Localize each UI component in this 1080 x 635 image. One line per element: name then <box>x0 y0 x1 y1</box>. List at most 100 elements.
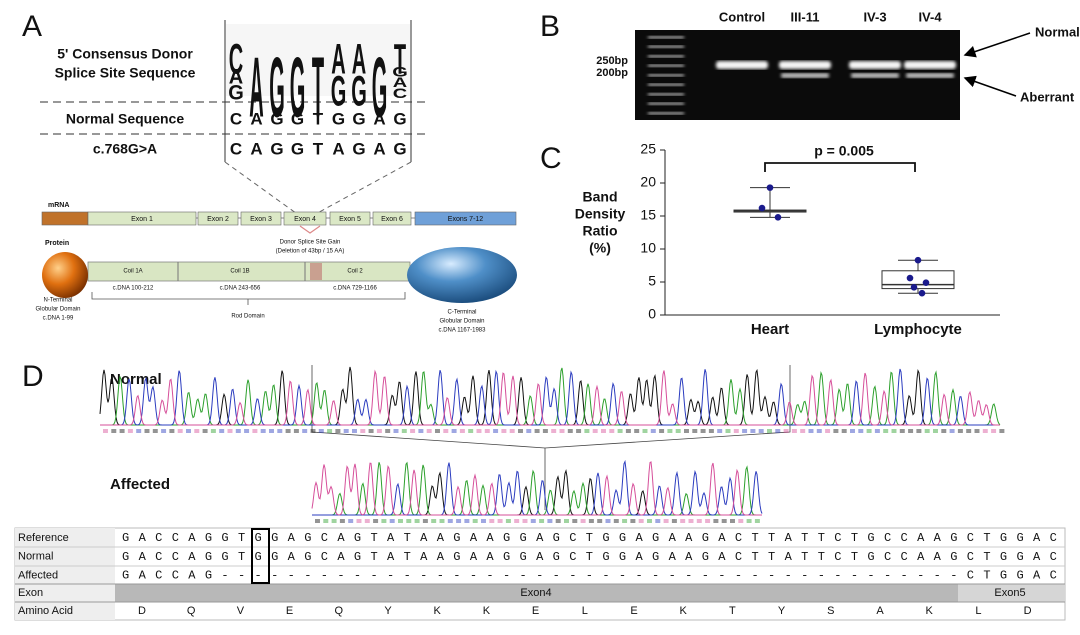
base-call-strip <box>219 429 225 433</box>
base-call-strip <box>302 429 308 433</box>
base-call-strip <box>547 519 553 523</box>
base-call-strip <box>426 429 432 433</box>
amino-acid: L <box>975 605 981 617</box>
significance-bracket <box>764 162 916 172</box>
base-call-strip <box>451 429 457 433</box>
base-call-strip <box>717 429 723 433</box>
base-call-strip <box>136 429 142 433</box>
y-axis-label: Density <box>575 206 626 222</box>
logo-letter-group: G <box>269 41 285 136</box>
label: Protein <box>45 240 69 247</box>
base-call-strip <box>443 429 449 433</box>
amino-acid: K <box>434 605 442 617</box>
base-call-strip <box>572 519 578 523</box>
logo-letter-group: G <box>372 41 388 136</box>
point <box>906 274 914 282</box>
label: c.DNA 100-212 <box>113 286 154 292</box>
base-call-strip <box>373 519 379 523</box>
base-call-strip <box>625 429 631 433</box>
ladder-band <box>648 93 684 96</box>
sequence: GACCAG----------------------------------… <box>122 569 1057 583</box>
base-call-strip <box>721 519 727 523</box>
base-call-strip <box>555 519 561 523</box>
base-call-strip <box>431 519 437 523</box>
y-axis-label: Band <box>583 189 618 205</box>
base-call-strip <box>924 429 930 433</box>
label: c.DNA 1167-1983 <box>439 328 487 334</box>
base-call-strip <box>376 429 382 433</box>
amino-acid: A <box>876 605 884 617</box>
base-call-strip <box>551 429 557 433</box>
base-call-strip <box>601 429 606 433</box>
row-label: Reference <box>18 532 69 544</box>
panel-label: D <box>22 360 44 393</box>
point <box>914 256 922 264</box>
base-call-strip <box>775 429 781 433</box>
base-call-strip <box>534 429 540 433</box>
amino-acid: K <box>926 605 934 617</box>
amino-acid: T <box>729 605 736 617</box>
annotation: p = 0.005 <box>814 143 874 159</box>
base-call-strip <box>235 429 241 433</box>
label: Rod Domain <box>231 314 264 320</box>
base-call-strip <box>456 519 462 523</box>
y-axis-label: Ratio <box>583 223 618 239</box>
base: G <box>291 139 304 158</box>
label: c.DNA 1-99 <box>43 316 74 322</box>
logo-box <box>226 24 410 96</box>
base-call-strip <box>389 519 395 523</box>
ladder-band <box>648 83 684 86</box>
base-call-strip <box>725 429 731 433</box>
base-call-strip <box>343 429 349 433</box>
base-call-strip <box>650 429 656 433</box>
base: G <box>393 139 406 158</box>
base-call-strip <box>866 429 872 433</box>
base: T <box>313 139 324 158</box>
logo-letter-group: T <box>312 41 324 136</box>
logo-letter: T <box>394 36 406 83</box>
y-tick-label: 0 <box>648 306 656 322</box>
base-call-strip <box>435 429 440 433</box>
base-call-strip <box>675 429 681 433</box>
base-call-strip <box>464 519 470 523</box>
base-call-strip <box>493 429 499 433</box>
base-call-strip <box>696 519 702 523</box>
logo-letter: C <box>393 85 408 101</box>
label: Globular Domain <box>35 307 80 313</box>
table <box>14 527 1066 621</box>
lane-label: IV-3 <box>863 9 886 24</box>
label: Normal Sequence <box>66 111 184 127</box>
base-call-strip <box>767 429 772 433</box>
base-call-strip <box>634 429 640 433</box>
exon-label: Exon5 <box>994 587 1025 599</box>
base-call-strip <box>580 519 586 523</box>
lane-label: III-11 <box>791 9 820 24</box>
base-call-strip <box>331 519 337 523</box>
amino-acid: D <box>1024 605 1032 617</box>
base-call-strip <box>584 429 590 433</box>
base-call-strip <box>310 429 316 433</box>
logo-letter: A <box>331 36 345 83</box>
base-call-strip <box>808 429 814 433</box>
exon-label: Exon 2 <box>207 216 229 223</box>
y-tick-label: 5 <box>648 273 656 289</box>
base-call-strip <box>642 429 648 433</box>
base-call-strip <box>559 429 565 433</box>
base-call-strip <box>323 519 329 523</box>
amino-acid: D <box>138 605 146 617</box>
exon <box>414 211 517 226</box>
sequence: GACCAGGTGGAGCAGTATAAGAAGGAGCTGGAGAAGACTT… <box>122 550 1057 564</box>
base-call-strip <box>730 519 735 523</box>
base-call-strip <box>252 429 258 433</box>
panel-label: C <box>540 142 562 175</box>
base: T <box>313 109 324 128</box>
base-call-strip <box>244 429 250 433</box>
base-call-strip <box>315 519 320 523</box>
base-call-strip <box>393 429 399 433</box>
label: Coil 1B <box>230 269 249 275</box>
label: Globular Domain <box>439 319 484 325</box>
base-call-strip <box>385 429 391 433</box>
base-call-strip <box>489 519 495 523</box>
base-call-strip <box>622 519 628 523</box>
exon-label: Exon 3 <box>250 216 272 223</box>
